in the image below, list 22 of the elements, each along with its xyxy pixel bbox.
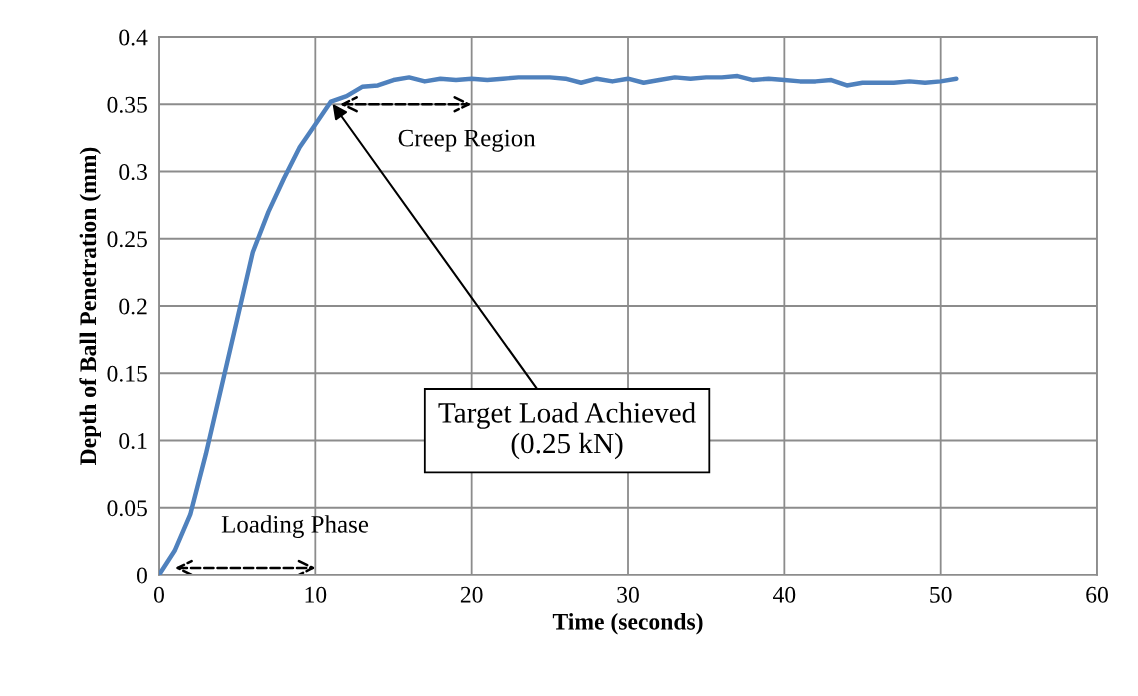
y-tick-label: 0.15 xyxy=(107,365,147,382)
x-tick-label: 10 xyxy=(305,586,327,603)
x-tick-label: 20 xyxy=(460,586,483,603)
y-tick-label: 0.4 xyxy=(119,29,148,46)
x-tick-label: 50 xyxy=(930,586,952,603)
line-series xyxy=(158,73,959,575)
y-tick-label: 0.3 xyxy=(119,164,147,181)
x-tick-label: 0 xyxy=(153,586,164,603)
y-tick-label: 0.35 xyxy=(107,96,147,113)
y-tick-label: 0 xyxy=(136,567,147,584)
annotation: Target Load Achieved (0.25 kN) xyxy=(438,402,696,460)
x-tick-label: 30 xyxy=(617,586,639,603)
y-tick-label: 0.05 xyxy=(107,500,147,517)
annotation: Loading Phase xyxy=(221,515,369,538)
annotation: Creep Region xyxy=(398,129,536,152)
y-tick-label: 0.25 xyxy=(107,231,147,248)
y-tick-label: 0.2 xyxy=(119,298,147,315)
x-tick-label: 40 xyxy=(773,586,796,603)
x-axis-title: Time (seconds) xyxy=(552,613,703,635)
y-tick-label: 0.1 xyxy=(119,432,147,450)
y-axis-title: Depth of Ball Penetration (mm) xyxy=(79,147,101,465)
x-tick-label: 60 xyxy=(1086,586,1108,603)
